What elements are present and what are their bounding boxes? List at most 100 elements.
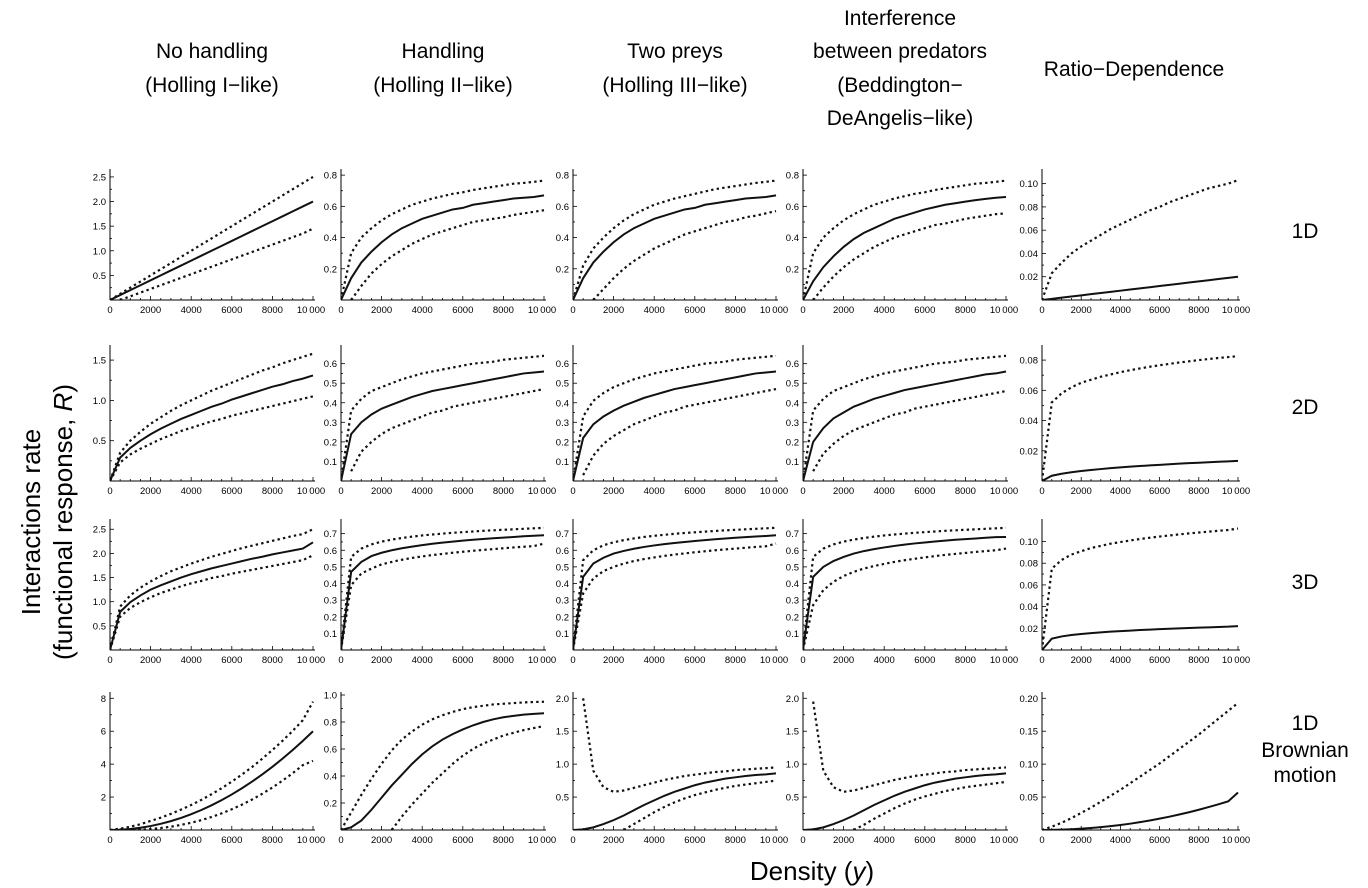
panel-r3-c1: 0 2000 4000 6000 8000 10 000 0.2 0.4 0.6 0.8 1.0 bbox=[324, 691, 556, 847]
panel-r3-c0: 0 2000 4000 6000 8000 10 000 2 4 6 8 bbox=[101, 692, 325, 846]
x-tick-label: 6000 bbox=[221, 486, 242, 497]
y-tick-label: 0.5 bbox=[324, 562, 337, 573]
y-tick-label: 1.0 bbox=[93, 597, 106, 608]
row-label-line: 3D bbox=[1292, 571, 1319, 594]
x-tick-label: 0 bbox=[338, 655, 343, 666]
x-axis-label-prefix: Density ( bbox=[750, 856, 853, 886]
x-tick-label: 4000 bbox=[644, 305, 665, 316]
x-tick-label: 8000 bbox=[493, 655, 514, 666]
x-tick-label: 8000 bbox=[725, 835, 746, 846]
x-tick-label: 8000 bbox=[493, 835, 514, 846]
x-tick-label: 4000 bbox=[412, 655, 433, 666]
x-tick-label: 4000 bbox=[181, 305, 202, 316]
y-tick-label: 0.04 bbox=[1020, 602, 1039, 613]
mean-curve bbox=[110, 200, 314, 300]
y-tick-label: 0.6 bbox=[786, 359, 799, 370]
x-tick-label: 0 bbox=[800, 305, 805, 316]
panel-r1-c2: 0 2000 4000 6000 8000 10 000 0.1 0.2 0.3 0.4 0.5 0.… bbox=[556, 345, 788, 497]
x-tick-label: 4000 bbox=[1110, 486, 1131, 497]
x-tick-label: 2000 bbox=[371, 305, 392, 316]
x-tick-label: 0 bbox=[1039, 305, 1044, 316]
column-header-line: DeAngelis−like) bbox=[827, 107, 974, 130]
y-tick-label: 2.0 bbox=[93, 197, 106, 208]
x-tick-label: 2000 bbox=[1071, 835, 1092, 846]
mean-curve bbox=[1042, 275, 1239, 300]
x-tick-label: 2000 bbox=[140, 835, 161, 846]
upper-bound-curve bbox=[110, 175, 314, 300]
x-tick-label: 2000 bbox=[603, 835, 624, 846]
x-tick-label: 10 000 bbox=[1222, 305, 1250, 316]
upper-bound-curve bbox=[1042, 702, 1239, 830]
y-tick-label: 1.0 bbox=[786, 760, 799, 771]
y-tick-label: 0.5 bbox=[93, 436, 106, 447]
x-tick-label: 10 000 bbox=[528, 305, 556, 316]
y-tick-label: 0.5 bbox=[786, 562, 799, 573]
x-tick-label: 6000 bbox=[452, 305, 473, 316]
y-tick-label: 2.5 bbox=[93, 525, 106, 536]
mean-curve bbox=[803, 535, 1007, 650]
y-tick-label: 0.6 bbox=[786, 546, 799, 557]
x-tick-label: 10 000 bbox=[990, 486, 1018, 497]
x-tick-label: 2000 bbox=[833, 655, 854, 666]
panel-r2-c0: 0 2000 4000 6000 8000 10 000 0.5 1.0 1.5 2.0 2.5 bbox=[93, 519, 325, 666]
x-tick-label: 10 000 bbox=[528, 486, 556, 497]
panel-r2-c2: 0 2000 4000 6000 8000 10 000 0.1 0.2 0.3 0.4 0.5 0.… bbox=[556, 519, 788, 666]
y-tick-label: 0.06 bbox=[1020, 580, 1039, 591]
y-tick-label: 0.4 bbox=[324, 579, 337, 590]
mean-curve bbox=[341, 370, 545, 481]
y-tick-label: 0.1 bbox=[786, 629, 799, 640]
x-tick-label: 4000 bbox=[412, 835, 433, 846]
y-tick-label: 0.2 bbox=[556, 264, 569, 275]
x-tick-label: 8000 bbox=[262, 655, 283, 666]
x-tick-label: 10 000 bbox=[1222, 655, 1250, 666]
y-tick-label: 0.4 bbox=[786, 398, 799, 409]
y-tick-label: 0.4 bbox=[324, 772, 337, 783]
x-tick-label: 10 000 bbox=[760, 305, 788, 316]
y-tick-label: 0.6 bbox=[556, 202, 569, 213]
lower-bound-curve bbox=[582, 387, 777, 476]
row-label-1: 2D bbox=[1292, 396, 1319, 419]
x-tick-label: 2000 bbox=[371, 835, 392, 846]
y-tick-label: 0.2 bbox=[556, 612, 569, 623]
row-label-line: 1D bbox=[1292, 220, 1319, 243]
y-tick-label: 0.6 bbox=[324, 202, 337, 213]
panel-r2-c4: 0 2000 4000 6000 8000 10 000 0.02 0.04 0.06 0.08 0… bbox=[1020, 519, 1250, 666]
column-header-line: Ratio−Dependence bbox=[1044, 58, 1224, 81]
lower-bound-curve bbox=[119, 227, 314, 300]
y-tick-label: 0.1 bbox=[324, 457, 337, 468]
x-tick-label: 10 000 bbox=[297, 486, 325, 497]
x-tick-label: 4000 bbox=[874, 305, 895, 316]
y-tick-label: 0.2 bbox=[324, 437, 337, 448]
y-tick-label: 0.1 bbox=[786, 457, 799, 468]
x-tick-label: 4000 bbox=[874, 835, 895, 846]
x-tick-label: 8000 bbox=[493, 486, 514, 497]
x-tick-label: 8000 bbox=[1188, 655, 1209, 666]
upper-bound-curve bbox=[812, 701, 1007, 793]
y-tick-label: 0.5 bbox=[324, 379, 337, 390]
x-tick-label: 0 bbox=[1039, 486, 1044, 497]
x-tick-label: 0 bbox=[107, 486, 112, 497]
y-tick-label: 0.10 bbox=[1020, 537, 1039, 548]
column-header-line: (Beddington− bbox=[837, 74, 963, 97]
x-tick-label: 8000 bbox=[725, 305, 746, 316]
y-tick-label: 0.1 bbox=[324, 629, 337, 640]
x-tick-label: 4000 bbox=[412, 486, 433, 497]
x-tick-label: 4000 bbox=[181, 655, 202, 666]
x-tick-label: 10 000 bbox=[760, 655, 788, 666]
column-header-3: Interference between predators (Beddington… bbox=[813, 7, 987, 130]
x-tick-label: 10 000 bbox=[990, 655, 1018, 666]
panel-r2-c3: 0 2000 4000 6000 8000 10 000 0.1 0.2 0.3 0.4 0.5 0.… bbox=[786, 519, 1018, 666]
y-tick-label: 0.6 bbox=[324, 546, 337, 557]
y-tick-label: 0.06 bbox=[1020, 386, 1039, 397]
x-tick-label: 0 bbox=[800, 655, 805, 666]
y-tick-label: 2.5 bbox=[93, 172, 106, 183]
lower-bound-curve bbox=[812, 389, 1007, 472]
y-tick-label: 0.5 bbox=[93, 621, 106, 632]
x-tick-label: 2000 bbox=[371, 486, 392, 497]
x-tick-label: 6000 bbox=[452, 486, 473, 497]
y-tick-label: 0.4 bbox=[786, 233, 799, 244]
x-tick-label: 2000 bbox=[833, 486, 854, 497]
y-tick-label: 8 bbox=[101, 694, 106, 705]
y-tick-label: 0.3 bbox=[324, 418, 337, 429]
